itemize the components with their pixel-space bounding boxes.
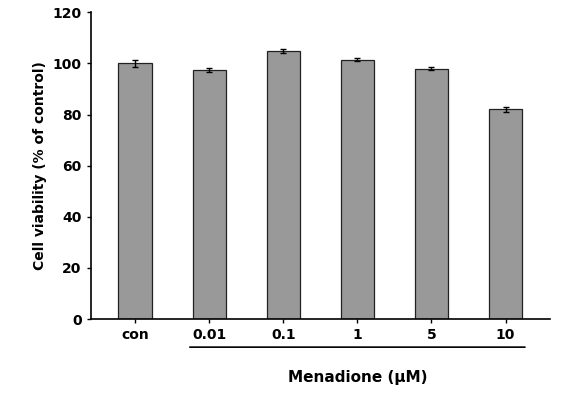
- Text: Menadione (μM): Menadione (μM): [287, 370, 427, 385]
- Bar: [415, 69, 448, 319]
- Bar: [489, 110, 522, 319]
- Bar: [341, 60, 374, 319]
- Bar: [193, 70, 226, 319]
- Bar: [119, 63, 152, 319]
- Bar: [266, 51, 300, 319]
- Y-axis label: Cell viability (% of control): Cell viability (% of control): [33, 61, 47, 270]
